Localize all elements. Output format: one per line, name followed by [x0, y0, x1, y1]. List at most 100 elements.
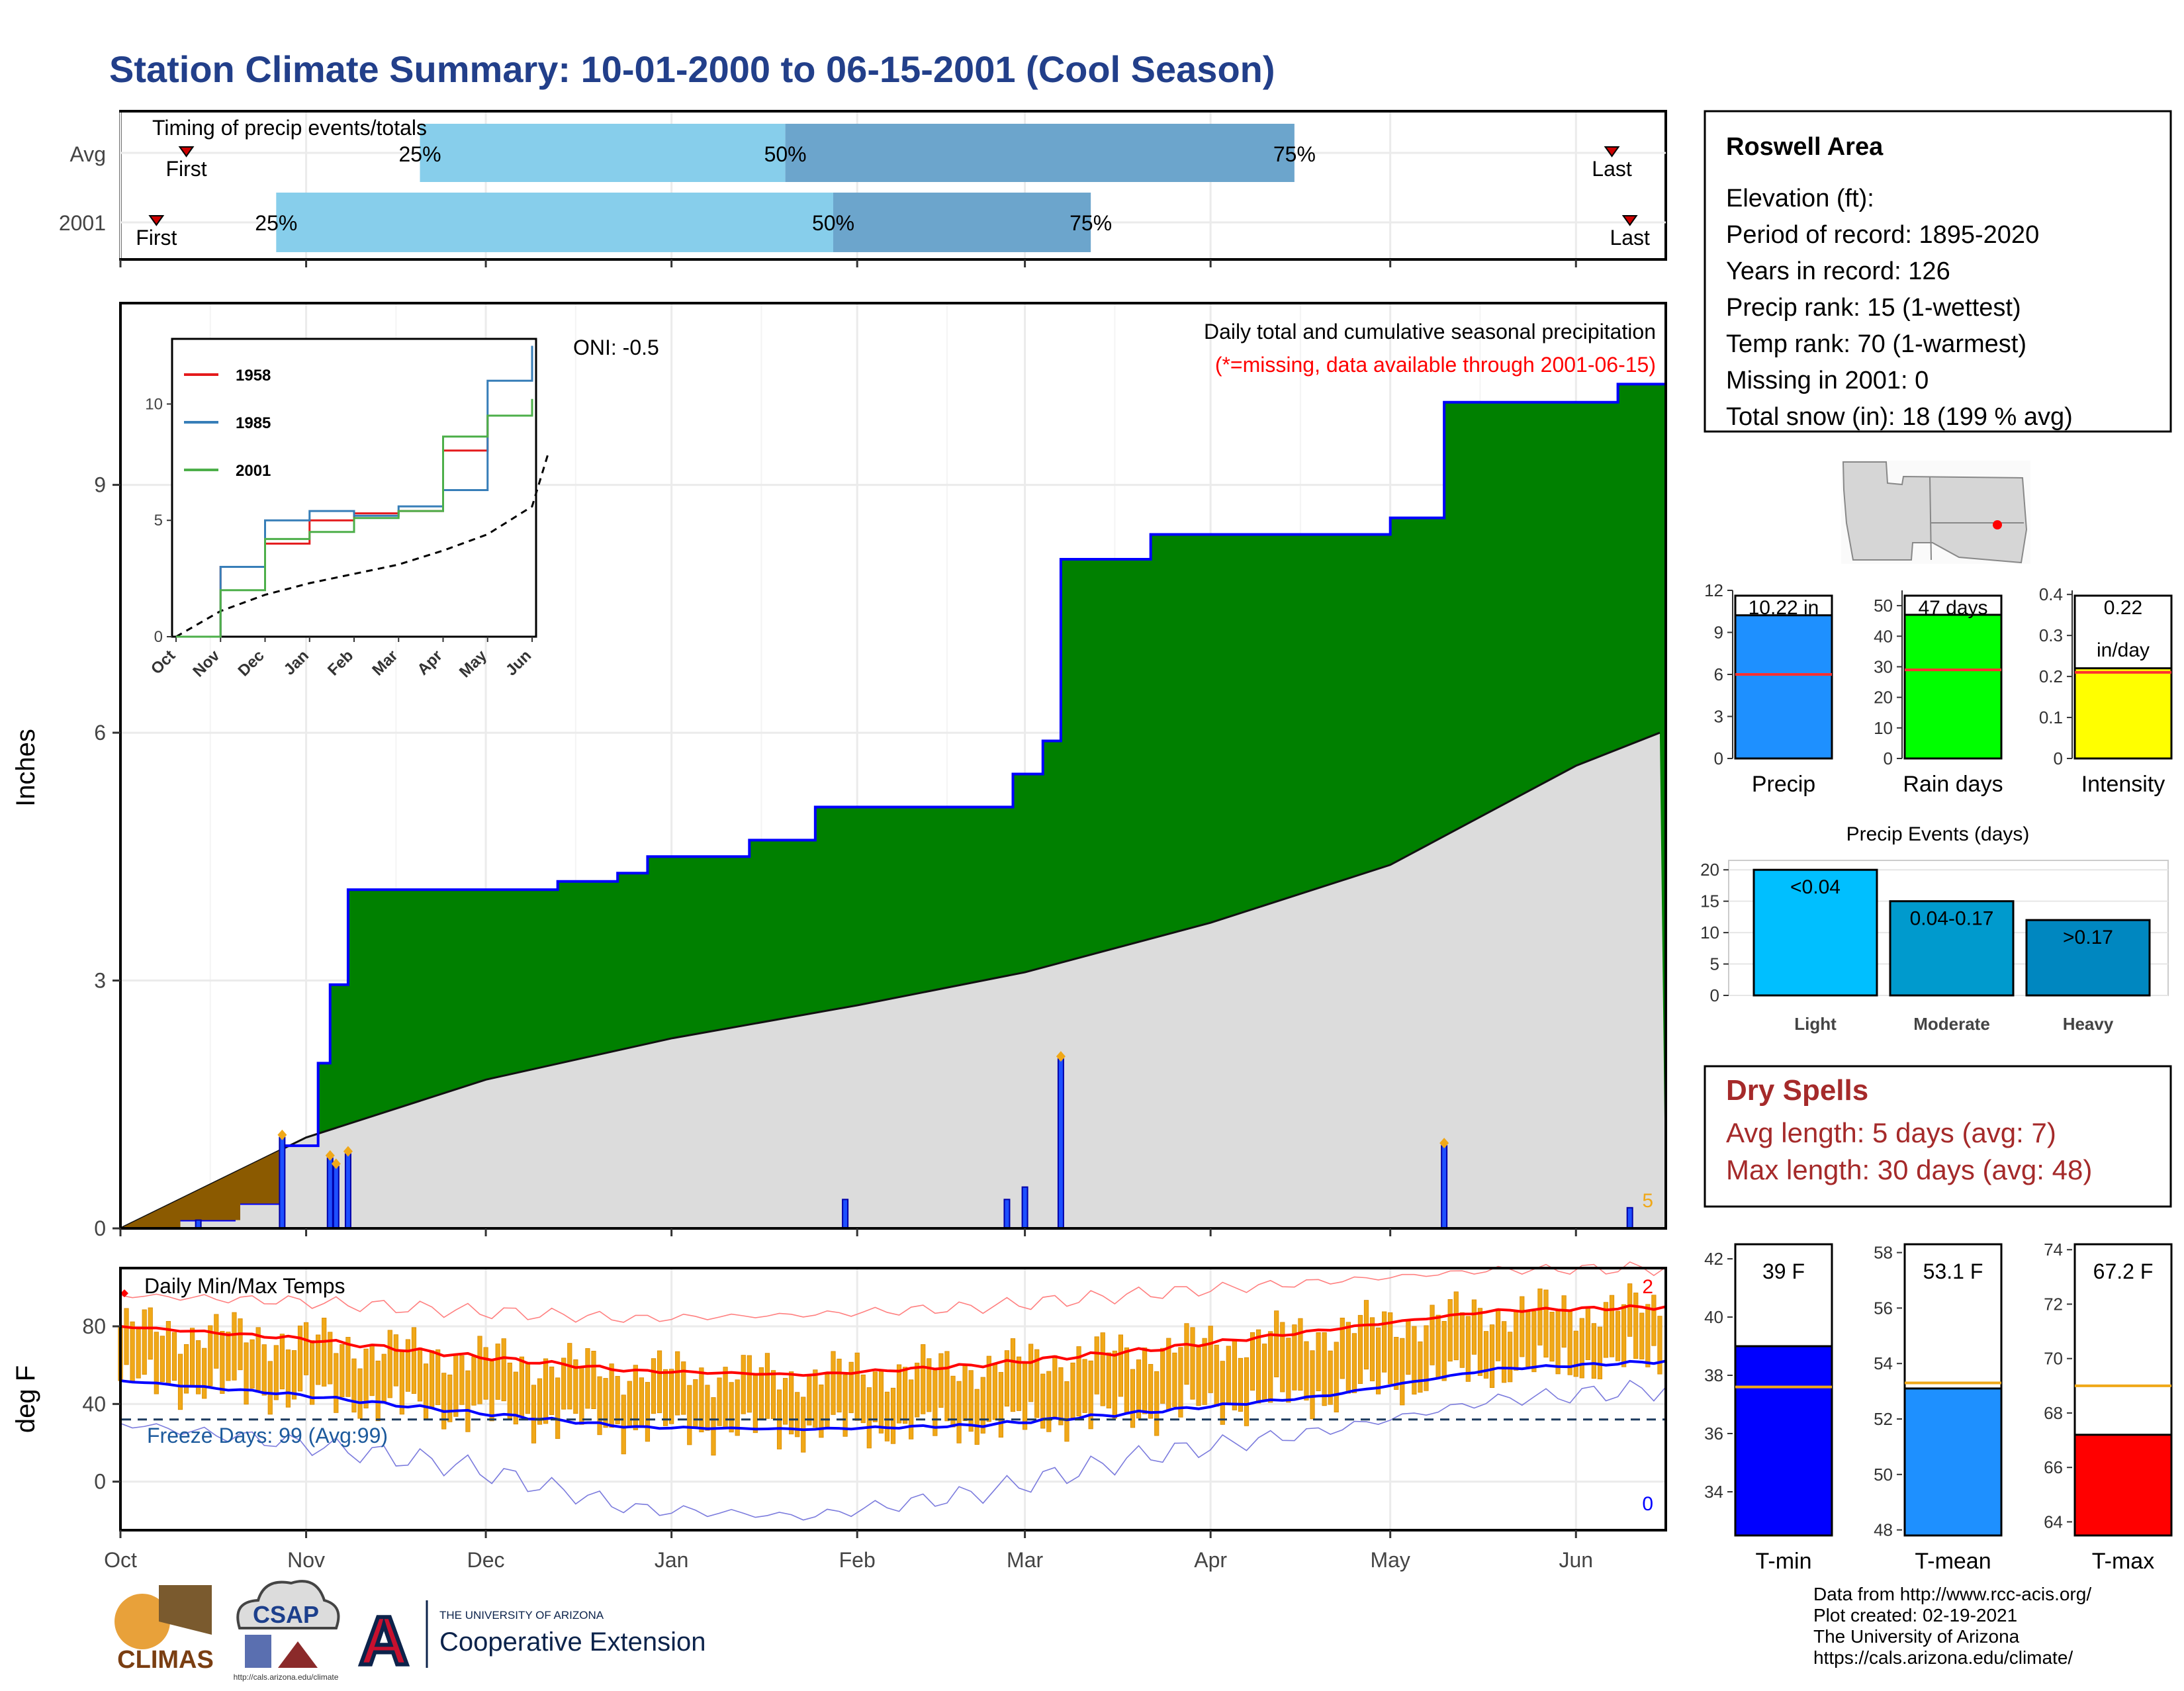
- temp-ytick-label: 80: [82, 1314, 106, 1338]
- events-bar: [1752, 868, 1878, 997]
- mini-bar-value: [1734, 614, 1833, 760]
- daily-precip-bar: [1021, 1186, 1028, 1229]
- daily-precip-bar: [279, 1136, 286, 1229]
- credit-line-1: Data from http://www.rcc-acis.org/: [1813, 1584, 2091, 1604]
- events-ytick-label: 15: [1700, 891, 1719, 911]
- daily-temp-bar: [1112, 1350, 1117, 1419]
- daily-temp-bar: [974, 1389, 979, 1445]
- location-map: [1841, 461, 2030, 564]
- credits: Data from http://www.rcc-acis.org/ Plot …: [1813, 1584, 2091, 1668]
- temp-bar-label: T-mean: [1915, 1549, 1991, 1574]
- timing-pct-label: 75%: [1273, 142, 1316, 166]
- daily-temp-bar: [417, 1348, 423, 1402]
- station-info-line: Precip rank: 15 (1-wettest): [1726, 294, 2021, 322]
- first-event-marker: [148, 215, 165, 226]
- daily-temp-bar: [860, 1374, 866, 1424]
- daily-temp-bar: [782, 1378, 788, 1425]
- csap-cloud-shape: [236, 1580, 340, 1629]
- month-tick-label: Apr: [1194, 1548, 1227, 1572]
- daily-temp-bar: [1208, 1326, 1213, 1393]
- timing-pct-label: 50%: [812, 211, 854, 235]
- daily-temp-bar: [136, 1328, 141, 1379]
- daily-temp-bar: [1508, 1332, 1513, 1383]
- daily-temp-bar: [183, 1344, 189, 1394]
- daily-temp-bar: [567, 1343, 572, 1410]
- daily-temp-bar: [453, 1353, 459, 1417]
- daily-temp-bar: [669, 1369, 674, 1424]
- daily-temp-bar: [1520, 1296, 1525, 1357]
- mini-bar-tick-label: 0.4: [2039, 584, 2063, 604]
- temp-bar-value: [1734, 1345, 1833, 1537]
- events-ytick-label: 10: [1700, 923, 1719, 942]
- daily-temp-bar: [1130, 1369, 1136, 1428]
- climas-mountain-shape: [159, 1585, 212, 1635]
- temp-bar-tick-label: 68: [2044, 1403, 2063, 1423]
- daily-temp-bar: [662, 1369, 668, 1426]
- daily-temp-bar: [615, 1376, 620, 1424]
- month-tick-label: May: [1370, 1548, 1410, 1572]
- event-diamond-marker: [277, 1129, 287, 1140]
- daily-temp-bar: [1280, 1322, 1285, 1393]
- temperature-summary-bars: 34 36 38 40 42 39 F T-min 48 50 52 54 56 58 53.1 F T-m…: [1704, 1240, 2173, 1574]
- csap-logo: CSAP http://cals.arizona.edu/climate: [234, 1580, 340, 1682]
- daily-temp-bar: [1645, 1304, 1651, 1367]
- daily-temp-bar: [220, 1331, 225, 1394]
- daily-temp-bar: [345, 1337, 351, 1397]
- daily-temp-bar: [764, 1353, 770, 1419]
- daily-temp-bar: [1148, 1363, 1154, 1419]
- csap-url: http://cals.arizona.edu/climate: [234, 1672, 339, 1682]
- daily-temp-bar: [459, 1355, 465, 1405]
- daily-temp-bar: [1310, 1350, 1315, 1420]
- temp-count-top: 2: [1642, 1276, 1653, 1298]
- daily-temp-bar: [1154, 1371, 1160, 1436]
- daily-temp-bar: [1124, 1348, 1130, 1413]
- daily-temp-bar: [279, 1334, 285, 1390]
- daily-temp-bar: [909, 1379, 914, 1440]
- inset-ytick-label: 5: [154, 512, 163, 529]
- temp-bar-tick-label: 54: [1874, 1353, 1893, 1373]
- mini-bar-tick-label: 0.3: [2039, 625, 2063, 645]
- daily-temp-bar: [831, 1351, 836, 1415]
- station-info-line: Total snow (in): 18 (199 % avg): [1726, 403, 2073, 431]
- daily-temp-bar: [921, 1344, 926, 1414]
- daily-temp-bar: [357, 1368, 363, 1419]
- daily-temp-bar: [1023, 1361, 1028, 1430]
- daily-temp-bar: [250, 1339, 255, 1389]
- daily-temp-bar: [430, 1350, 435, 1408]
- temp-bar-value-label: 39 F: [1762, 1259, 1805, 1283]
- mini-bar-tick-label: 9: [1714, 623, 1723, 643]
- daily-temp-bar: [1172, 1352, 1177, 1407]
- daily-temp-bar: [944, 1351, 950, 1422]
- map-land-shape: [1842, 461, 2028, 564]
- temp-bar-tick-label: 36: [1704, 1424, 1723, 1443]
- mini-bar-value-label: 47 days: [1918, 597, 1987, 619]
- daily-temp-bar: [1525, 1310, 1531, 1367]
- daily-temp-bar: [1573, 1330, 1578, 1377]
- daily-temp-bar: [1382, 1311, 1387, 1373]
- daily-temp-bar: [938, 1353, 944, 1408]
- daily-temp-bar: [1495, 1308, 1501, 1361]
- daily-temp-bar: [1489, 1324, 1495, 1389]
- dry-spells-title: Dry Spells: [1726, 1074, 1868, 1107]
- daily-temp-bar: [190, 1328, 195, 1387]
- daily-temp-bar: [1202, 1338, 1207, 1405]
- daily-temp-bar: [998, 1372, 1004, 1438]
- inset-frame: [171, 338, 537, 638]
- daily-temp-bar: [770, 1370, 776, 1419]
- daily-temp-bar: [633, 1365, 638, 1430]
- inset-legend-label: 1985: [236, 414, 271, 432]
- ua-a-mark: A: [359, 1603, 408, 1680]
- daily-precip-bar: [1003, 1199, 1011, 1229]
- temp-bar-tick-label: 72: [2044, 1294, 2063, 1314]
- daily-temp-bar: [411, 1327, 417, 1394]
- daily-temp-bar: [393, 1334, 398, 1387]
- daily-temp-bar: [405, 1339, 411, 1392]
- daily-temp-bar: [609, 1363, 614, 1428]
- precip-annotation: Daily total and cumulative seasonal prec…: [1204, 320, 1656, 343]
- mini-bar-value-label: 0.22: [2104, 597, 2142, 619]
- daily-temp-bar: [747, 1355, 752, 1413]
- month-tick-label: Jun: [1559, 1548, 1593, 1572]
- credit-line-4: https://cals.arizona.edu/climate/: [1813, 1647, 2073, 1668]
- ua-logo: A THE UNIVERSITY OF ARIZONA Cooperative …: [357, 1600, 705, 1682]
- month-tick-label: Jan: [655, 1548, 689, 1572]
